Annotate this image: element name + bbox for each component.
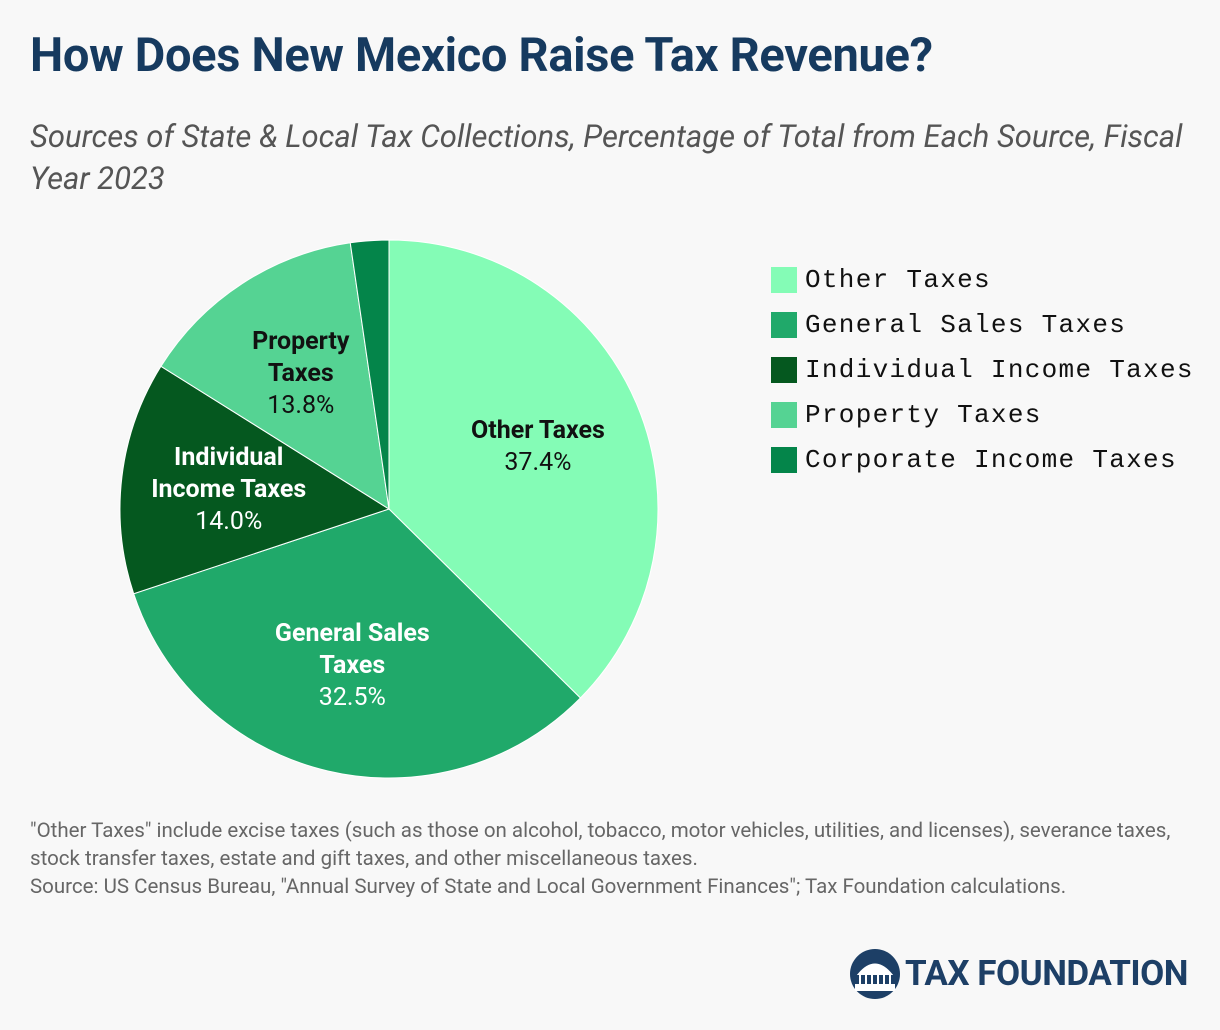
legend-label: Property Taxes bbox=[805, 399, 1042, 430]
logo-text: TAX FOUNDATION bbox=[905, 953, 1188, 994]
legend-label: Individual Income Taxes bbox=[805, 354, 1194, 385]
legend-swatch bbox=[771, 446, 797, 473]
pie-slice bbox=[388, 239, 659, 699]
source: Source: US Census Bureau, "Annual Survey… bbox=[30, 875, 1067, 899]
note: "Other Taxes" include excise taxes (such… bbox=[30, 819, 1171, 871]
pie-slice bbox=[349, 239, 390, 510]
slice-value: 13.8% bbox=[267, 390, 335, 420]
legend-item: Other Taxes bbox=[771, 257, 1194, 302]
legend-label: General Sales Taxes bbox=[805, 309, 1127, 340]
legend-label: Corporate Income Taxes bbox=[805, 444, 1177, 475]
pie-slice bbox=[160, 242, 390, 510]
legend-swatch bbox=[771, 311, 797, 338]
chart-subtitle: Sources of State & Local Tax Collections… bbox=[30, 118, 1183, 197]
chart-title: How Does New Mexico Raise Tax Revenue? bbox=[30, 28, 933, 83]
pie-slice bbox=[119, 365, 391, 595]
slice-name: Other Taxes bbox=[471, 415, 605, 445]
slice-value: 37.4% bbox=[504, 447, 572, 477]
legend-swatch bbox=[771, 356, 797, 383]
legend-label: Other Taxes bbox=[805, 264, 991, 295]
logo-icon bbox=[850, 949, 900, 999]
slice-label: Other Taxes 37.4% bbox=[428, 415, 648, 479]
legend-swatch bbox=[771, 266, 797, 293]
slice-label: Property Taxes 13.8% bbox=[236, 326, 366, 422]
legend-item: Property Taxes bbox=[771, 392, 1194, 437]
slice-label: General Sales Taxes 32.5% bbox=[257, 618, 447, 714]
slice-value: 32.5% bbox=[318, 683, 386, 713]
legend-item: General Sales Taxes bbox=[771, 302, 1194, 347]
legend-item: Individual Income Taxes bbox=[771, 347, 1194, 392]
legend-swatch bbox=[771, 401, 797, 428]
legend: Other Taxes General Sales Taxes Individual… bbox=[771, 257, 1194, 482]
pie-slice bbox=[133, 508, 582, 779]
slice-label: Individual Income Taxes 14.0% bbox=[134, 442, 324, 538]
slice-name: Property Taxes bbox=[252, 326, 350, 388]
slice-name: General Sales Taxes bbox=[274, 619, 430, 681]
legend-item: Corporate Income Taxes bbox=[771, 437, 1194, 482]
slice-value: 14.0% bbox=[195, 506, 263, 536]
footnotes: "Other Taxes" include excise taxes (such… bbox=[30, 817, 1200, 901]
slice-name: Individual Income Taxes bbox=[151, 442, 307, 504]
